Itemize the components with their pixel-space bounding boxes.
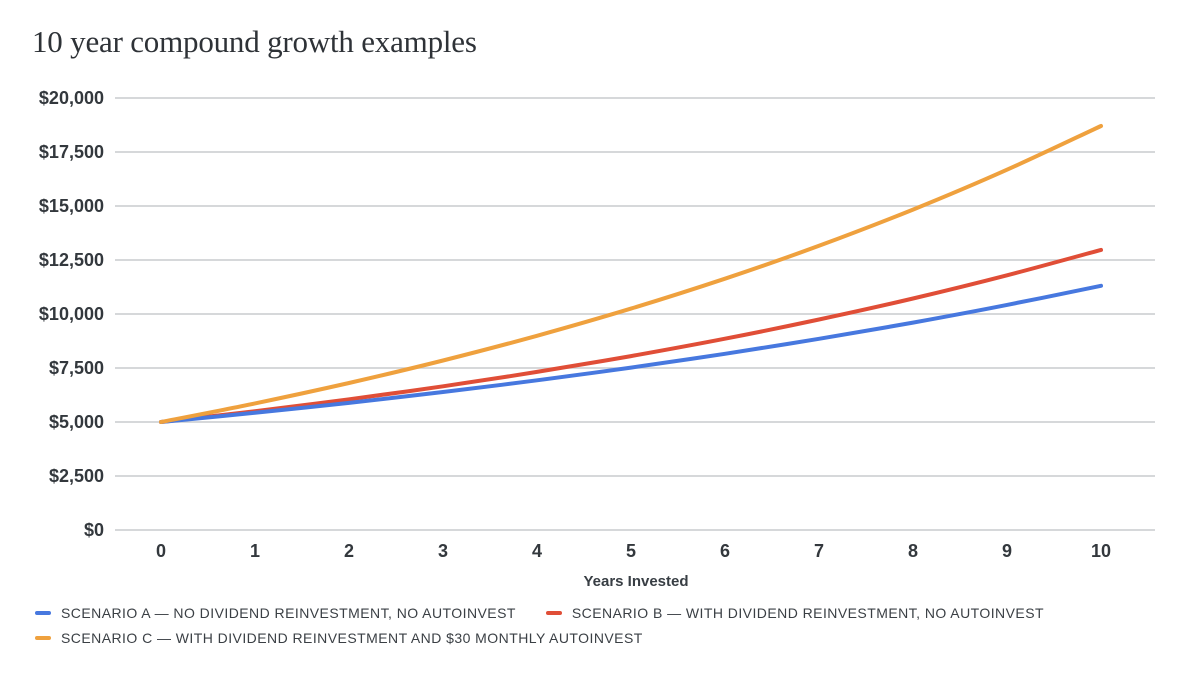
- x-tick-label: 6: [720, 541, 730, 561]
- x-tick-label: 10: [1091, 541, 1111, 561]
- x-tick-label: 8: [908, 541, 918, 561]
- legend-swatch-scenario-a-icon: [35, 610, 51, 616]
- y-tick-label: $15,000: [39, 196, 104, 216]
- chart-title: 10 year compound growth examples: [32, 24, 477, 59]
- x-tick-label: 7: [814, 541, 824, 561]
- x-tick-label: 4: [532, 541, 542, 561]
- x-tick-label: 2: [344, 541, 354, 561]
- y-tick-label: $7,500: [49, 358, 104, 378]
- x-tick-label: 1: [250, 541, 260, 561]
- legend-item-scenario-b: SCENARIO B — WITH DIVIDEND REINVESTMENT,…: [545, 605, 1044, 621]
- legend-swatch-scenario-b-icon: [545, 610, 562, 616]
- x-tick-label: 9: [1002, 541, 1012, 561]
- x-axis-title: Years Invested: [583, 573, 688, 590]
- y-tick-label: $5,000: [49, 412, 104, 432]
- x-tick-label: 0: [156, 541, 166, 561]
- legend-label-scenario-b: SCENARIO B — WITH DIVIDEND REINVESTMENT,…: [571, 605, 1044, 621]
- chart-legend: SCENARIO A — NO DIVIDEND REINVESTMENT, N…: [35, 605, 1044, 646]
- y-tick-label: $20,000: [39, 88, 104, 108]
- legend-item-scenario-c: SCENARIO C — WITH DIVIDEND REINVESTMENT …: [35, 630, 643, 646]
- series-line-b: [159, 247, 1103, 424]
- line-chart-plot: $0 $2,500 $5,000 $7,500 $10,000 $12,500 $15,00…: [39, 88, 1155, 590]
- legend-row-2: SCENARIO C — WITH DIVIDEND REINVESTMENT …: [35, 630, 1044, 646]
- legend-label-scenario-a: SCENARIO A — NO DIVIDEND REINVESTMENT, N…: [61, 605, 516, 621]
- y-tick-label: $2,500: [49, 466, 104, 486]
- y-tick-label: $12,500: [39, 250, 104, 270]
- series-line-c: [159, 124, 1103, 424]
- y-tick-label: $0: [84, 520, 104, 540]
- series-line-a: [159, 283, 1103, 424]
- legend-swatch-scenario-c-icon: [35, 635, 51, 641]
- legend-item-scenario-a: SCENARIO A — NO DIVIDEND REINVESTMENT, N…: [35, 605, 516, 621]
- x-tick-label: 5: [626, 541, 636, 561]
- legend-label-scenario-c: SCENARIO C — WITH DIVIDEND REINVESTMENT …: [61, 630, 643, 646]
- y-tick-label: $17,500: [39, 142, 104, 162]
- legend-row-1: SCENARIO A — NO DIVIDEND REINVESTMENT, N…: [35, 605, 1044, 621]
- x-tick-label: 3: [438, 541, 448, 561]
- y-tick-label: $10,000: [39, 304, 104, 324]
